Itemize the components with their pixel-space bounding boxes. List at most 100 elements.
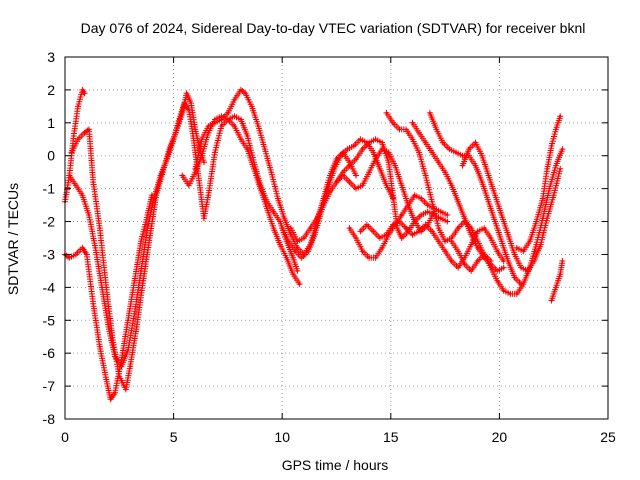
data-point bbox=[365, 223, 369, 227]
data-point bbox=[420, 213, 423, 217]
y-tick-label: -8 bbox=[43, 411, 56, 427]
data-point bbox=[496, 249, 499, 253]
data-point bbox=[406, 203, 410, 207]
data-point bbox=[348, 161, 351, 164]
y-tick-label: -7 bbox=[43, 378, 56, 394]
data-point bbox=[294, 249, 297, 253]
data-point bbox=[328, 190, 332, 194]
data-point bbox=[300, 256, 303, 259]
data-point bbox=[87, 128, 91, 131]
data-point bbox=[139, 269, 143, 273]
data-point bbox=[420, 197, 423, 200]
data-point bbox=[289, 233, 293, 236]
data-point bbox=[400, 236, 403, 240]
y-tick-label: -3 bbox=[43, 246, 56, 262]
data-point bbox=[559, 167, 562, 171]
data-point bbox=[126, 319, 130, 322]
data-point bbox=[411, 233, 414, 236]
data-point bbox=[528, 266, 532, 269]
data-point bbox=[76, 105, 80, 108]
data-point bbox=[500, 240, 503, 243]
data-point bbox=[239, 118, 243, 121]
data-point bbox=[281, 226, 284, 230]
data-point bbox=[68, 256, 71, 259]
data-point bbox=[476, 240, 479, 243]
data-point bbox=[128, 365, 132, 368]
data-point bbox=[220, 115, 223, 118]
data-point bbox=[393, 164, 397, 167]
data-point bbox=[120, 365, 123, 368]
data-point bbox=[443, 170, 447, 174]
data-point bbox=[391, 223, 395, 227]
data-point bbox=[480, 154, 484, 157]
data-point bbox=[480, 180, 484, 184]
data-point bbox=[98, 345, 101, 348]
data-point bbox=[380, 246, 384, 250]
data-point bbox=[404, 226, 408, 230]
data-point bbox=[283, 217, 286, 220]
data-point bbox=[509, 292, 512, 296]
axis-ticks: 0 5 10 15 20 25 -8 -7 -6 -5 -4 -3 -2 -1 0 1 2 3 bbox=[43, 49, 616, 445]
data-point bbox=[352, 144, 356, 148]
data-point bbox=[502, 259, 505, 263]
data-point bbox=[118, 375, 121, 378]
y-axis-label: SDTVAR / TECUs bbox=[5, 183, 21, 295]
data-point bbox=[411, 121, 414, 125]
data-point bbox=[461, 154, 464, 157]
data-point bbox=[200, 200, 204, 203]
data-point bbox=[244, 92, 247, 95]
x-tick-label: 5 bbox=[170, 429, 178, 445]
series-markers bbox=[548, 258, 566, 304]
data-point bbox=[313, 233, 316, 236]
data-point bbox=[307, 249, 310, 253]
y-tick-label: -4 bbox=[43, 279, 56, 295]
data-point bbox=[139, 240, 143, 243]
data-point bbox=[181, 174, 184, 177]
data-point bbox=[105, 378, 108, 381]
data-point bbox=[443, 249, 447, 253]
data-point bbox=[94, 246, 97, 250]
data-point bbox=[333, 167, 336, 171]
data-point bbox=[367, 256, 371, 259]
data-point bbox=[482, 253, 486, 256]
data-point bbox=[367, 170, 371, 174]
data-point bbox=[296, 269, 299, 273]
data-point bbox=[354, 236, 358, 240]
data-point bbox=[133, 279, 136, 282]
data-point bbox=[354, 187, 358, 190]
data-point bbox=[285, 256, 288, 259]
data-point bbox=[109, 398, 112, 401]
data-point bbox=[561, 259, 564, 263]
data-point bbox=[489, 236, 492, 240]
data-point bbox=[550, 144, 553, 148]
data-point bbox=[463, 256, 466, 259]
data-point bbox=[183, 101, 186, 105]
data-point bbox=[81, 246, 84, 250]
x-axis-label: GPS time / hours bbox=[282, 457, 389, 473]
data-point bbox=[441, 141, 445, 144]
data-point bbox=[552, 194, 555, 197]
data-point bbox=[550, 299, 553, 302]
series-s11 bbox=[357, 218, 507, 271]
data-point bbox=[361, 249, 364, 253]
data-point bbox=[298, 282, 301, 286]
x-tick-label: 20 bbox=[492, 429, 508, 445]
data-point bbox=[178, 115, 182, 118]
data-point bbox=[374, 138, 377, 141]
data-point bbox=[194, 170, 197, 174]
data-point bbox=[272, 210, 275, 213]
y-tick-label: 3 bbox=[47, 49, 55, 65]
data-point bbox=[528, 240, 532, 243]
data-point bbox=[424, 174, 427, 177]
data-point bbox=[359, 138, 362, 141]
data-point bbox=[220, 124, 223, 128]
data-point bbox=[113, 355, 117, 358]
data-point bbox=[456, 226, 460, 230]
data-point bbox=[385, 184, 388, 187]
data-point bbox=[446, 213, 449, 217]
data-point bbox=[417, 230, 421, 233]
y-tick-label: 2 bbox=[47, 82, 55, 98]
data-point bbox=[113, 391, 117, 394]
data-point bbox=[515, 292, 518, 296]
data-point bbox=[400, 213, 403, 217]
